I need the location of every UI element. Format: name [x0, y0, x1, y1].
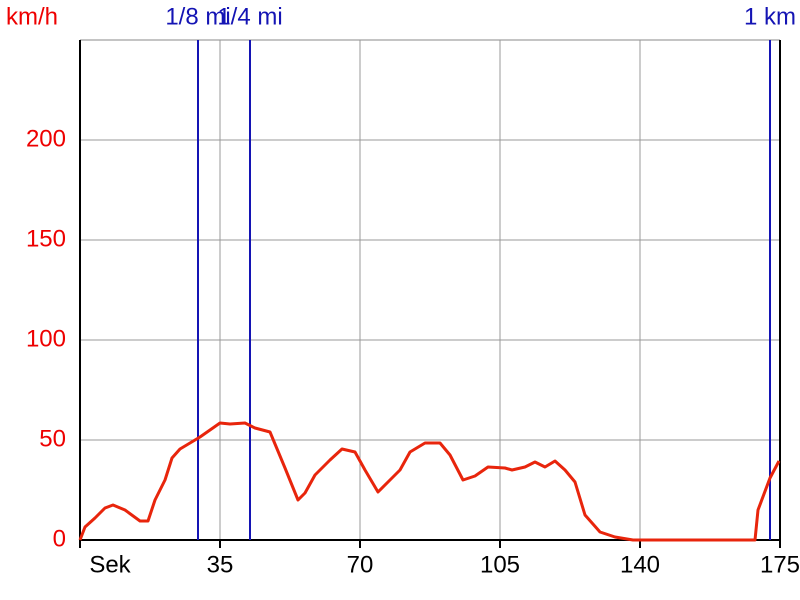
y-tick-label: 50	[39, 425, 66, 452]
y-tick-label: 100	[26, 325, 66, 352]
y-axis-label: km/h	[6, 3, 58, 30]
x-axis-label: Sek	[89, 551, 131, 578]
distance-label: 1 km	[744, 3, 796, 30]
y-tick-label: 200	[26, 125, 66, 152]
speed-line	[78, 421, 781, 542]
x-tick-label: 70	[347, 551, 374, 578]
distance-label: 1/8 mi	[165, 3, 230, 30]
y-tick-label: 0	[53, 525, 66, 552]
x-tick-label: 140	[620, 551, 660, 578]
x-tick-label: 35	[207, 551, 234, 578]
distance-label: 1/4 mi	[217, 3, 282, 30]
x-tick-label: 175	[760, 551, 800, 578]
x-tick-label: 105	[480, 551, 520, 578]
y-tick-label: 150	[26, 225, 66, 252]
